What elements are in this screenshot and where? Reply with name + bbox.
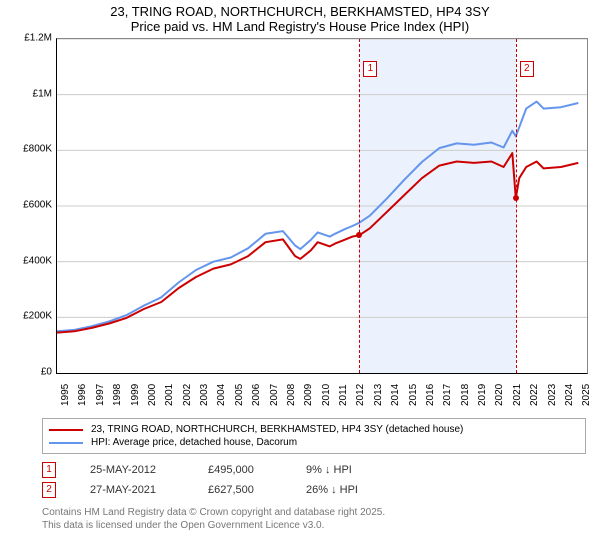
tx-marker-icon: 2 — [42, 482, 56, 498]
xtick-label: 2013 — [373, 384, 384, 406]
legend-label-hpi: HPI: Average price, detached house, Daco… — [91, 437, 297, 448]
vline-marker: 1 — [363, 61, 377, 77]
xtick-label: 2016 — [425, 384, 436, 406]
legend-swatch-hpi — [49, 442, 83, 444]
xtick-label: 2025 — [581, 384, 592, 406]
xtick-label: 1999 — [130, 384, 141, 406]
chart-area: £0£200K£400K£600K£800K£1M£1.2M 12 199519… — [14, 36, 586, 386]
legend-item-price-paid: 23, TRING ROAD, NORTHCHURCH, BERKHAMSTED… — [49, 423, 579, 436]
xtick-label: 2018 — [460, 384, 471, 406]
tx-date: 25-MAY-2012 — [90, 464, 190, 476]
xtick-label: 2022 — [529, 384, 540, 406]
xtick-label: 2024 — [564, 384, 575, 406]
xtick-label: 2007 — [269, 384, 280, 406]
footer: Contains HM Land Registry data © Crown c… — [42, 506, 586, 532]
plot-region: 12 — [56, 38, 588, 374]
tx-delta: 26% ↓ HPI — [306, 484, 396, 496]
ytick-label: £800K — [14, 144, 52, 155]
legend: 23, TRING ROAD, NORTHCHURCH, BERKHAMSTED… — [42, 418, 586, 454]
vline-marker: 2 — [520, 61, 534, 77]
xtick-label: 2023 — [547, 384, 558, 406]
xtick-label: 2008 — [286, 384, 297, 406]
title-block: 23, TRING ROAD, NORTHCHURCH, BERKHAMSTED… — [0, 0, 600, 36]
legend-label-price-paid: 23, TRING ROAD, NORTHCHURCH, BERKHAMSTED… — [91, 424, 463, 435]
title-line1: 23, TRING ROAD, NORTHCHURCH, BERKHAMSTED… — [0, 4, 600, 19]
xtick-label: 1995 — [60, 384, 71, 406]
ytick-label: £600K — [14, 200, 52, 211]
transactions-table: 1 25-MAY-2012 £495,000 9% ↓ HPI 2 27-MAY… — [42, 460, 586, 500]
xtick-label: 2000 — [147, 384, 158, 406]
xtick-label: 2006 — [251, 384, 262, 406]
ytick-label: £1.2M — [14, 33, 52, 44]
vline — [359, 39, 360, 373]
xtick-label: 2019 — [477, 384, 488, 406]
xtick-label: 1997 — [95, 384, 106, 406]
data-dot — [356, 232, 362, 238]
legend-item-hpi: HPI: Average price, detached house, Daco… — [49, 436, 579, 449]
xtick-label: 2021 — [512, 384, 523, 406]
ytick-label: £0 — [14, 367, 52, 378]
tx-date: 27-MAY-2021 — [90, 484, 190, 496]
data-dot — [513, 195, 519, 201]
xtick-label: 2005 — [234, 384, 245, 406]
xtick-label: 1998 — [112, 384, 123, 406]
legend-swatch-price-paid — [49, 429, 83, 431]
footer-line1: Contains HM Land Registry data © Crown c… — [42, 506, 586, 519]
ytick-label: £200K — [14, 311, 52, 322]
xtick-label: 2014 — [390, 384, 401, 406]
xtick-label: 2012 — [355, 384, 366, 406]
xtick-label: 2017 — [442, 384, 453, 406]
xtick-label: 2001 — [164, 384, 175, 406]
lines-svg — [57, 39, 587, 373]
tx-price: £627,500 — [208, 484, 288, 496]
table-row: 1 25-MAY-2012 £495,000 9% ↓ HPI — [42, 460, 586, 480]
ytick-label: £400K — [14, 255, 52, 266]
chart-container: 23, TRING ROAD, NORTHCHURCH, BERKHAMSTED… — [0, 0, 600, 560]
xtick-label: 2002 — [182, 384, 193, 406]
tx-price: £495,000 — [208, 464, 288, 476]
xtick-label: 2015 — [408, 384, 419, 406]
table-row: 2 27-MAY-2021 £627,500 26% ↓ HPI — [42, 480, 586, 500]
xtick-label: 1996 — [77, 384, 88, 406]
xtick-label: 2010 — [321, 384, 332, 406]
vline — [516, 39, 517, 373]
tx-delta: 9% ↓ HPI — [306, 464, 396, 476]
tx-marker-icon: 1 — [42, 462, 56, 478]
footer-line2: This data is licensed under the Open Gov… — [42, 519, 586, 532]
xtick-label: 2003 — [199, 384, 210, 406]
title-line2: Price paid vs. HM Land Registry's House … — [0, 19, 600, 34]
xtick-label: 2009 — [303, 384, 314, 406]
xtick-label: 2011 — [338, 384, 349, 406]
ytick-label: £1M — [14, 88, 52, 99]
xtick-label: 2020 — [494, 384, 505, 406]
xtick-label: 2004 — [216, 384, 227, 406]
